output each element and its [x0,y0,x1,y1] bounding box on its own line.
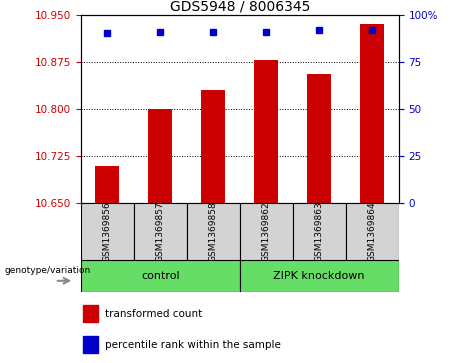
Text: GSM1369857: GSM1369857 [156,201,165,262]
Text: GSM1369864: GSM1369864 [368,201,377,262]
Text: genotype/variation: genotype/variation [4,266,90,276]
Text: GSM1369858: GSM1369858 [209,201,218,262]
Bar [83,336,98,353]
Text: control: control [141,271,179,281]
Text: ZIPK knockdown: ZIPK knockdown [273,271,365,281]
Bar [83,305,98,322]
Text: GSM1369863: GSM1369863 [315,201,324,262]
Text: transformed count: transformed count [105,309,202,319]
Title: GDS5948 / 8006345: GDS5948 / 8006345 [170,0,310,13]
Bar [307,74,331,203]
FancyBboxPatch shape [240,260,399,292]
Text: GSM1369856: GSM1369856 [103,201,112,262]
FancyBboxPatch shape [346,203,399,260]
Bar [361,24,384,203]
Bar [254,60,278,203]
FancyBboxPatch shape [81,260,240,292]
FancyBboxPatch shape [240,203,293,260]
FancyBboxPatch shape [293,203,346,260]
Text: GSM1369862: GSM1369862 [262,201,271,262]
FancyBboxPatch shape [81,203,134,260]
Bar [148,109,172,203]
Text: percentile rank within the sample: percentile rank within the sample [105,339,281,350]
Bar [95,166,119,203]
FancyBboxPatch shape [134,203,187,260]
FancyBboxPatch shape [187,203,240,260]
Bar [201,90,225,203]
